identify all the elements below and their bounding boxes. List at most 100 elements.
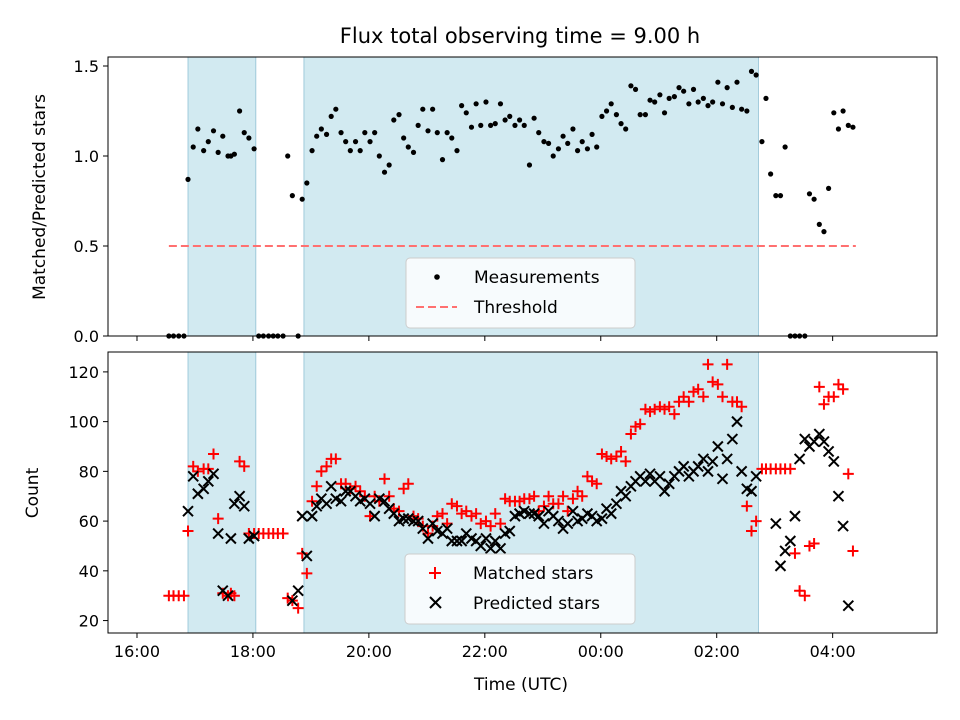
predicted-star-point-108 — [735, 465, 748, 478]
legend-measurements-label: Measurements — [474, 268, 600, 288]
matched-star-point-65 — [475, 518, 487, 530]
measurement-point-85 — [574, 148, 581, 154]
measurement-point-37 — [343, 139, 349, 145]
measurement-point-64 — [473, 101, 479, 107]
measurement-point-62 — [463, 110, 469, 116]
y-tick-label-2: 1.0 — [74, 147, 99, 166]
measurement-point-121 — [748, 68, 755, 74]
matched-star-point-94 — [615, 445, 627, 457]
measurement-point-44 — [376, 153, 382, 159]
measurement-point-97 — [632, 86, 639, 92]
matched-star-point-131 — [794, 585, 806, 597]
matched-star-point-116 — [721, 358, 733, 370]
measurement-point-10 — [215, 149, 221, 155]
matched-star-point-136 — [818, 398, 830, 410]
measurement-point-8 — [205, 139, 211, 145]
measurement-point-11 — [220, 133, 226, 139]
predicted-star-point-11 — [233, 490, 246, 502]
predicted-star-point-23 — [325, 480, 337, 492]
measurement-point-84 — [570, 126, 576, 132]
measurement-point-74 — [521, 122, 527, 128]
matched-star-point-35 — [330, 453, 342, 465]
measurement-point-18 — [251, 146, 257, 152]
measurement-point-125 — [768, 171, 774, 177]
matched-star-point-110 — [692, 383, 704, 395]
x-tick-label-1: 18:00 — [230, 642, 276, 661]
measurement-point-58 — [444, 130, 450, 136]
measurement-point-112 — [705, 103, 711, 109]
measurement-point-60 — [454, 148, 460, 154]
counts-legend: Matched stars Predicted stars — [404, 553, 636, 625]
measurement-point-87 — [584, 146, 591, 152]
matched-star-point-142 — [847, 545, 859, 557]
predicted-star-point-47 — [441, 522, 453, 535]
predicted-star-point-42 — [417, 522, 429, 535]
matched-star-point-79 — [543, 490, 555, 502]
measurement-point-110 — [695, 99, 701, 105]
measurement-point-68 — [492, 121, 498, 127]
x-tick-label-2: 20:00 — [346, 642, 392, 661]
measurement-point-109 — [690, 86, 697, 92]
measurement-point-99 — [642, 112, 649, 118]
predicted-star-point-31 — [364, 497, 376, 510]
predicted-star-point-101 — [702, 465, 714, 478]
predicted-star-point-82 — [610, 497, 623, 510]
matched-star-point-83 — [562, 505, 574, 517]
measurement-point-91 — [603, 108, 610, 114]
ratio-y-ticks: 0.0 0.5 1.0 1.5 — [74, 57, 108, 346]
predicted-star-point-100 — [697, 453, 710, 465]
counts-x-ticks: 16:00 18:00 20:00 22:00 00:00 02:00 04:00 — [114, 633, 856, 661]
matched-star-point-59 — [446, 498, 458, 510]
counts-y-ticks: 20 40 60 80 100 120 — [68, 363, 108, 631]
matched-star-point-105 — [668, 408, 680, 420]
counts-y-axis-label: Count — [23, 467, 43, 518]
measurement-point-7 — [201, 148, 207, 154]
predicted-star-point-18 — [301, 550, 313, 562]
matched-star-point-101 — [649, 403, 661, 415]
matched-star-point-113 — [707, 376, 719, 388]
measurement-point-119 — [739, 106, 745, 112]
measurement-point-102 — [657, 92, 663, 98]
matched-star-point-45 — [379, 473, 391, 485]
measurement-point-117 — [729, 104, 735, 110]
y-tick-label-0: 0.0 — [74, 327, 99, 346]
predicted-star-points — [183, 415, 855, 612]
legend-predicted-marker — [429, 596, 442, 609]
measurement-point-135 — [816, 221, 822, 227]
matched-star-point-31 — [311, 480, 323, 492]
measurement-point-100 — [647, 97, 653, 103]
matched-star-point-92 — [605, 453, 617, 465]
predicted-star-point-107 — [731, 415, 743, 428]
predicted-star-point-66 — [533, 510, 545, 522]
measurement-point-15 — [236, 108, 243, 114]
legend-predicted-label: Predicted stars — [473, 594, 600, 614]
measurement-point-65 — [478, 122, 484, 128]
predicted-star-point-67 — [538, 517, 550, 530]
matched-star-point-86 — [576, 490, 588, 502]
matched-star-point-134 — [808, 537, 820, 549]
measurement-point-25 — [285, 153, 291, 159]
predicted-star-point-15 — [286, 594, 299, 607]
matched-star-point-16 — [238, 460, 250, 472]
predicted-star-point-49 — [451, 535, 463, 547]
predicted-star-point-8 — [222, 589, 234, 602]
predicted-star-point-123 — [822, 445, 835, 458]
measurement-point-31 — [314, 133, 320, 139]
matched-star-point-27 — [292, 602, 304, 614]
measurement-point-42 — [367, 139, 373, 145]
predicted-star-point-96 — [677, 460, 690, 473]
measurement-point-124 — [763, 95, 769, 101]
y-tick-label-5: 120 — [68, 363, 99, 382]
matched-star-point-115 — [717, 391, 729, 403]
matched-star-point-29 — [301, 567, 313, 579]
predicted-star-point-116 — [789, 510, 801, 522]
measurement-point-56 — [434, 130, 440, 136]
measurement-point-50 — [405, 144, 411, 150]
ratio-y-axis-label: Matched/Predicted stars — [30, 94, 50, 300]
predicted-star-point-6 — [212, 527, 224, 540]
measurement-point-108 — [686, 101, 692, 107]
matched-star-point-140 — [837, 383, 849, 395]
predicted-star-point-70 — [552, 515, 565, 527]
matched-star-point-107 — [678, 391, 690, 403]
